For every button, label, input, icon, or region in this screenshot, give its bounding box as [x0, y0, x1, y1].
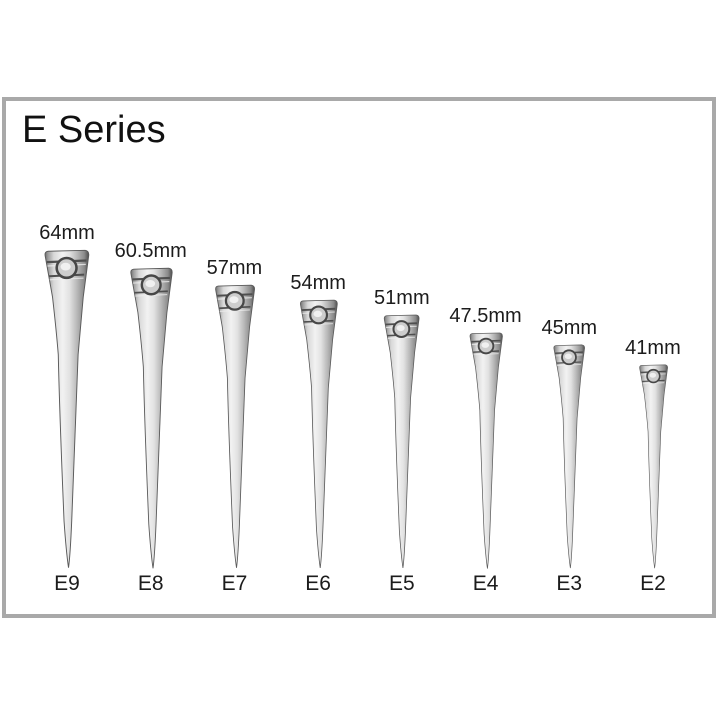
horseshoe-nail-image-E5 [384, 314, 420, 569]
nail-size-label: 41mm [625, 337, 681, 359]
nail-code-label: E7 [221, 572, 248, 595]
horseshoe-nail-image-E4 [469, 332, 503, 569]
horseshoe-nail-image-E3 [553, 344, 586, 569]
nail-size-label: 57mm [206, 257, 263, 279]
product-frame: E Series 64mm E9 60.5mm E8 57mm E7 54mm E6 5… [2, 97, 716, 618]
nail-size-label: 60.5mm [114, 239, 187, 262]
horseshoe-nail-image-E7 [214, 284, 255, 568]
series-title: E Series [22, 109, 166, 151]
horseshoe-nail-image-E9 [44, 249, 90, 568]
nail-code-label: E4 [472, 572, 499, 595]
nail-code-label: E8 [137, 572, 164, 595]
nail-size-label: 64mm [39, 222, 95, 244]
nail-code-label: E6 [305, 572, 331, 595]
horseshoe-nail-image-E2 [638, 364, 668, 569]
nail-code-label: E5 [388, 572, 415, 595]
horseshoe-nail-image-E6 [299, 299, 338, 568]
nail-size-label: 54mm [290, 272, 346, 294]
nail-size-label: 45mm [541, 317, 598, 339]
nail-code-label: E3 [556, 572, 583, 595]
nail-code-label: E9 [54, 572, 80, 595]
horseshoe-nail-image-E8 [129, 267, 173, 568]
nail-size-label: 47.5mm [449, 304, 522, 327]
nail-size-label: 51mm [374, 287, 430, 309]
nail-code-label: E2 [640, 572, 666, 595]
